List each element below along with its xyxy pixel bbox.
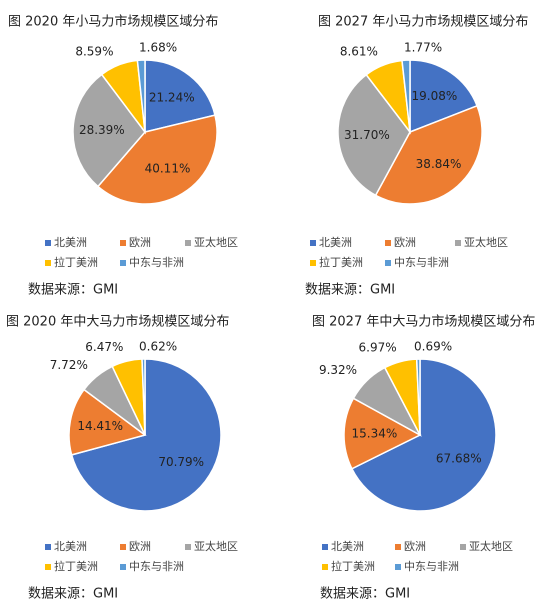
data-label: 0.69% <box>414 340 452 354</box>
legend-label: 欧洲 <box>129 540 151 553</box>
legend-swatch <box>120 240 126 246</box>
legend-label: 欧洲 <box>404 540 426 553</box>
legend-swatch <box>385 260 391 266</box>
data-label: 38.84% <box>416 157 462 171</box>
source-note: 数据来源：GMI <box>305 283 395 298</box>
data-label: 8.59% <box>75 44 113 58</box>
legend-label: 中东与非洲 <box>404 560 459 573</box>
data-label: 21.24% <box>149 91 195 105</box>
legend-label: 亚太地区 <box>469 540 513 553</box>
pie-slice <box>141 358 146 436</box>
data-label: 14.41% <box>77 419 123 433</box>
data-label: 40.11% <box>145 161 191 175</box>
legend-label: 欧洲 <box>394 236 416 249</box>
pie-slice <box>70 358 222 512</box>
source-note: 数据来源：GMI <box>28 283 118 298</box>
legend-swatch <box>120 260 126 266</box>
pie-slice <box>409 59 479 134</box>
data-label: 9.32% <box>319 363 357 377</box>
chart-title: 图 2027 年中大马力市场规模区域分布 <box>312 314 535 330</box>
legend-swatch <box>322 544 328 550</box>
data-label: 8.61% <box>340 45 378 59</box>
data-label: 7.72% <box>50 358 88 372</box>
legend-label: 北美洲 <box>54 540 87 553</box>
pie-slice <box>337 73 411 197</box>
legend-swatch <box>45 564 51 570</box>
data-label: 19.08% <box>411 89 457 103</box>
legend-swatch <box>455 240 461 246</box>
data-label: 1.77% <box>404 41 442 55</box>
pie-slice <box>401 59 411 133</box>
pie-slice <box>72 73 146 188</box>
legend-label: 拉丁美洲 <box>331 559 375 573</box>
source-note: 数据来源：GMI <box>320 587 410 602</box>
legend-swatch <box>385 240 391 246</box>
pie-slice <box>144 59 216 133</box>
legend-swatch <box>45 260 51 266</box>
pie-slice <box>136 59 146 133</box>
legend-swatch <box>185 240 191 246</box>
legend-label: 中东与非洲 <box>394 256 449 269</box>
pie-slice <box>343 397 422 470</box>
legend-label: 亚太地区 <box>194 236 238 249</box>
legend-label: 拉丁美洲 <box>54 559 98 573</box>
legend-label: 北美洲 <box>54 236 87 249</box>
pie-slice <box>350 358 497 512</box>
data-label: 31.70% <box>344 128 390 142</box>
legend-swatch <box>185 544 191 550</box>
data-label: 28.39% <box>79 123 125 137</box>
legend-swatch <box>395 564 401 570</box>
legend-label: 中东与非洲 <box>129 256 184 269</box>
chart-title: 图 2027 年小马力市场规模区域分布 <box>318 14 528 30</box>
legend-label: 北美洲 <box>319 236 352 249</box>
data-label: 6.97% <box>359 341 397 355</box>
legend-label: 中东与非洲 <box>129 560 184 573</box>
legend-label: 拉丁美洲 <box>319 255 363 269</box>
legend-label: 欧洲 <box>129 236 151 249</box>
legend-label: 亚太地区 <box>464 236 508 249</box>
data-label: 0.62% <box>139 340 177 354</box>
legend-label: 北美洲 <box>331 540 364 553</box>
legend-swatch <box>322 564 328 570</box>
legend-swatch <box>395 544 401 550</box>
legend-swatch <box>460 544 466 550</box>
pie-slice <box>415 358 421 436</box>
pie-slice <box>68 388 147 456</box>
legend-label: 亚太地区 <box>194 540 238 553</box>
data-label: 15.34% <box>352 426 398 440</box>
data-label: 6.47% <box>85 340 123 354</box>
legend-swatch <box>120 544 126 550</box>
legend-swatch <box>45 240 51 246</box>
chart-title: 图 2020 年小马力市场规模区域分布 <box>8 14 218 30</box>
pie-slice <box>96 114 218 205</box>
data-label: 70.79% <box>158 455 204 469</box>
pie-slice <box>374 104 483 205</box>
data-label: 67.68% <box>436 452 482 466</box>
legend-label: 拉丁美洲 <box>54 255 98 269</box>
data-label: 1.68% <box>139 41 177 55</box>
legend-swatch <box>120 564 126 570</box>
legend-swatch <box>310 260 316 266</box>
chart-title: 图 2020 年中大马力市场规模区域分布 <box>6 314 229 330</box>
source-note: 数据来源：GMI <box>28 587 118 602</box>
legend-swatch <box>310 240 316 246</box>
legend-swatch <box>45 544 51 550</box>
